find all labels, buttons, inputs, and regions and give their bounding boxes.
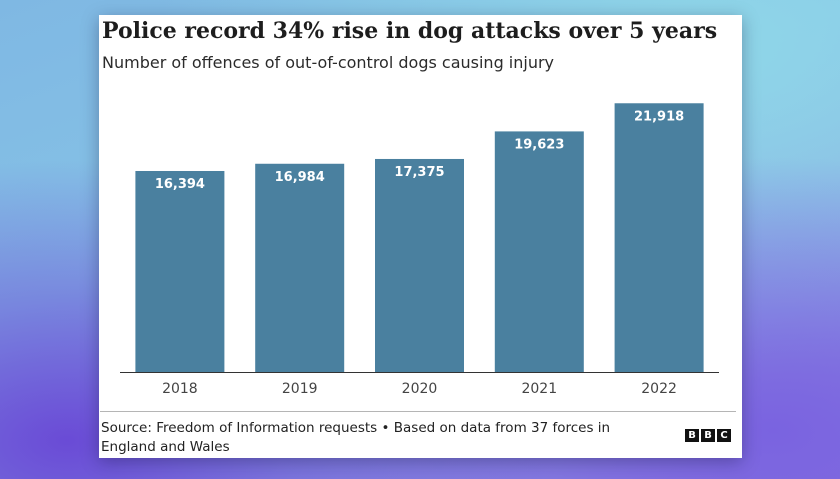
- bar-2021: [494, 131, 584, 372]
- chart-subtitle: Number of offences of out-of-control dog…: [102, 53, 555, 72]
- x-tick-label: 2021: [521, 381, 557, 397]
- bar-value-label: 16,984: [275, 170, 325, 185]
- bbc-logo-letter: B: [701, 429, 715, 442]
- bar-value-label: 19,623: [514, 137, 564, 152]
- footer-divider: [100, 411, 736, 412]
- x-tick-label: 2018: [162, 381, 198, 397]
- x-tick-label: 2019: [282, 381, 318, 397]
- bar-value-label: 17,375: [394, 165, 444, 180]
- bbc-logo: B B C: [685, 429, 731, 442]
- chart-card: Police record 34% rise in dog attacks ov…: [99, 15, 742, 458]
- bar-chart: 16,394 2018 16,984 2019 17,375 2020 19,623 2021…: [120, 103, 719, 397]
- chart-title: Police record 34% rise in dog attacks ov…: [102, 18, 718, 44]
- bbc-logo-letter: B: [685, 429, 699, 442]
- bar-2022: [614, 103, 704, 372]
- bar-2018: [135, 170, 225, 372]
- bar-value-label: 16,394: [155, 177, 205, 192]
- x-tick-label: 2020: [402, 381, 438, 397]
- source-note: Source: Freedom of Information requests …: [101, 420, 611, 455]
- bbc-logo-letter: C: [717, 429, 731, 442]
- bar-2019: [255, 163, 345, 372]
- bar-value-label: 21,918: [634, 109, 684, 124]
- bar-2020: [375, 158, 464, 372]
- x-tick-label: 2022: [641, 381, 677, 397]
